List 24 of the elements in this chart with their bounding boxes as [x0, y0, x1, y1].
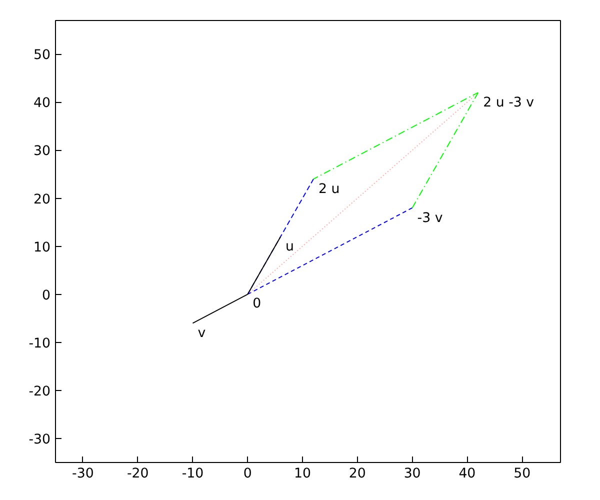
x-tick-label: -30 [72, 466, 94, 482]
x-tick-label: -20 [126, 466, 149, 482]
annotation: 0 [252, 296, 262, 312]
y-tick-label: 50 [34, 48, 51, 64]
y-tick-label: -10 [28, 336, 51, 352]
y-tick-label: 0 [42, 288, 51, 304]
annotation: -3 v [417, 210, 443, 226]
x-tick-label: 0 [243, 466, 252, 482]
annotation: u [286, 240, 294, 255]
annotation: 2 u [318, 182, 340, 198]
y-tick-label: 10 [34, 240, 51, 256]
x-tick-label: 20 [348, 466, 366, 482]
annotation: v [198, 326, 206, 342]
y-tick-label: 40 [34, 96, 51, 112]
x-tick-label: 50 [514, 466, 531, 482]
annotation: 2 u -3 v [483, 96, 534, 111]
y-tick-label: 20 [34, 192, 51, 208]
x-tick-label: 30 [404, 466, 421, 482]
y-tick-label: 30 [34, 144, 51, 160]
y-tick-label: -20 [28, 384, 51, 400]
y-tick-label: -30 [28, 432, 51, 448]
x-tick-label: -10 [182, 466, 204, 482]
x-tick-label: 10 [294, 466, 311, 482]
x-tick-label: 40 [458, 466, 476, 482]
